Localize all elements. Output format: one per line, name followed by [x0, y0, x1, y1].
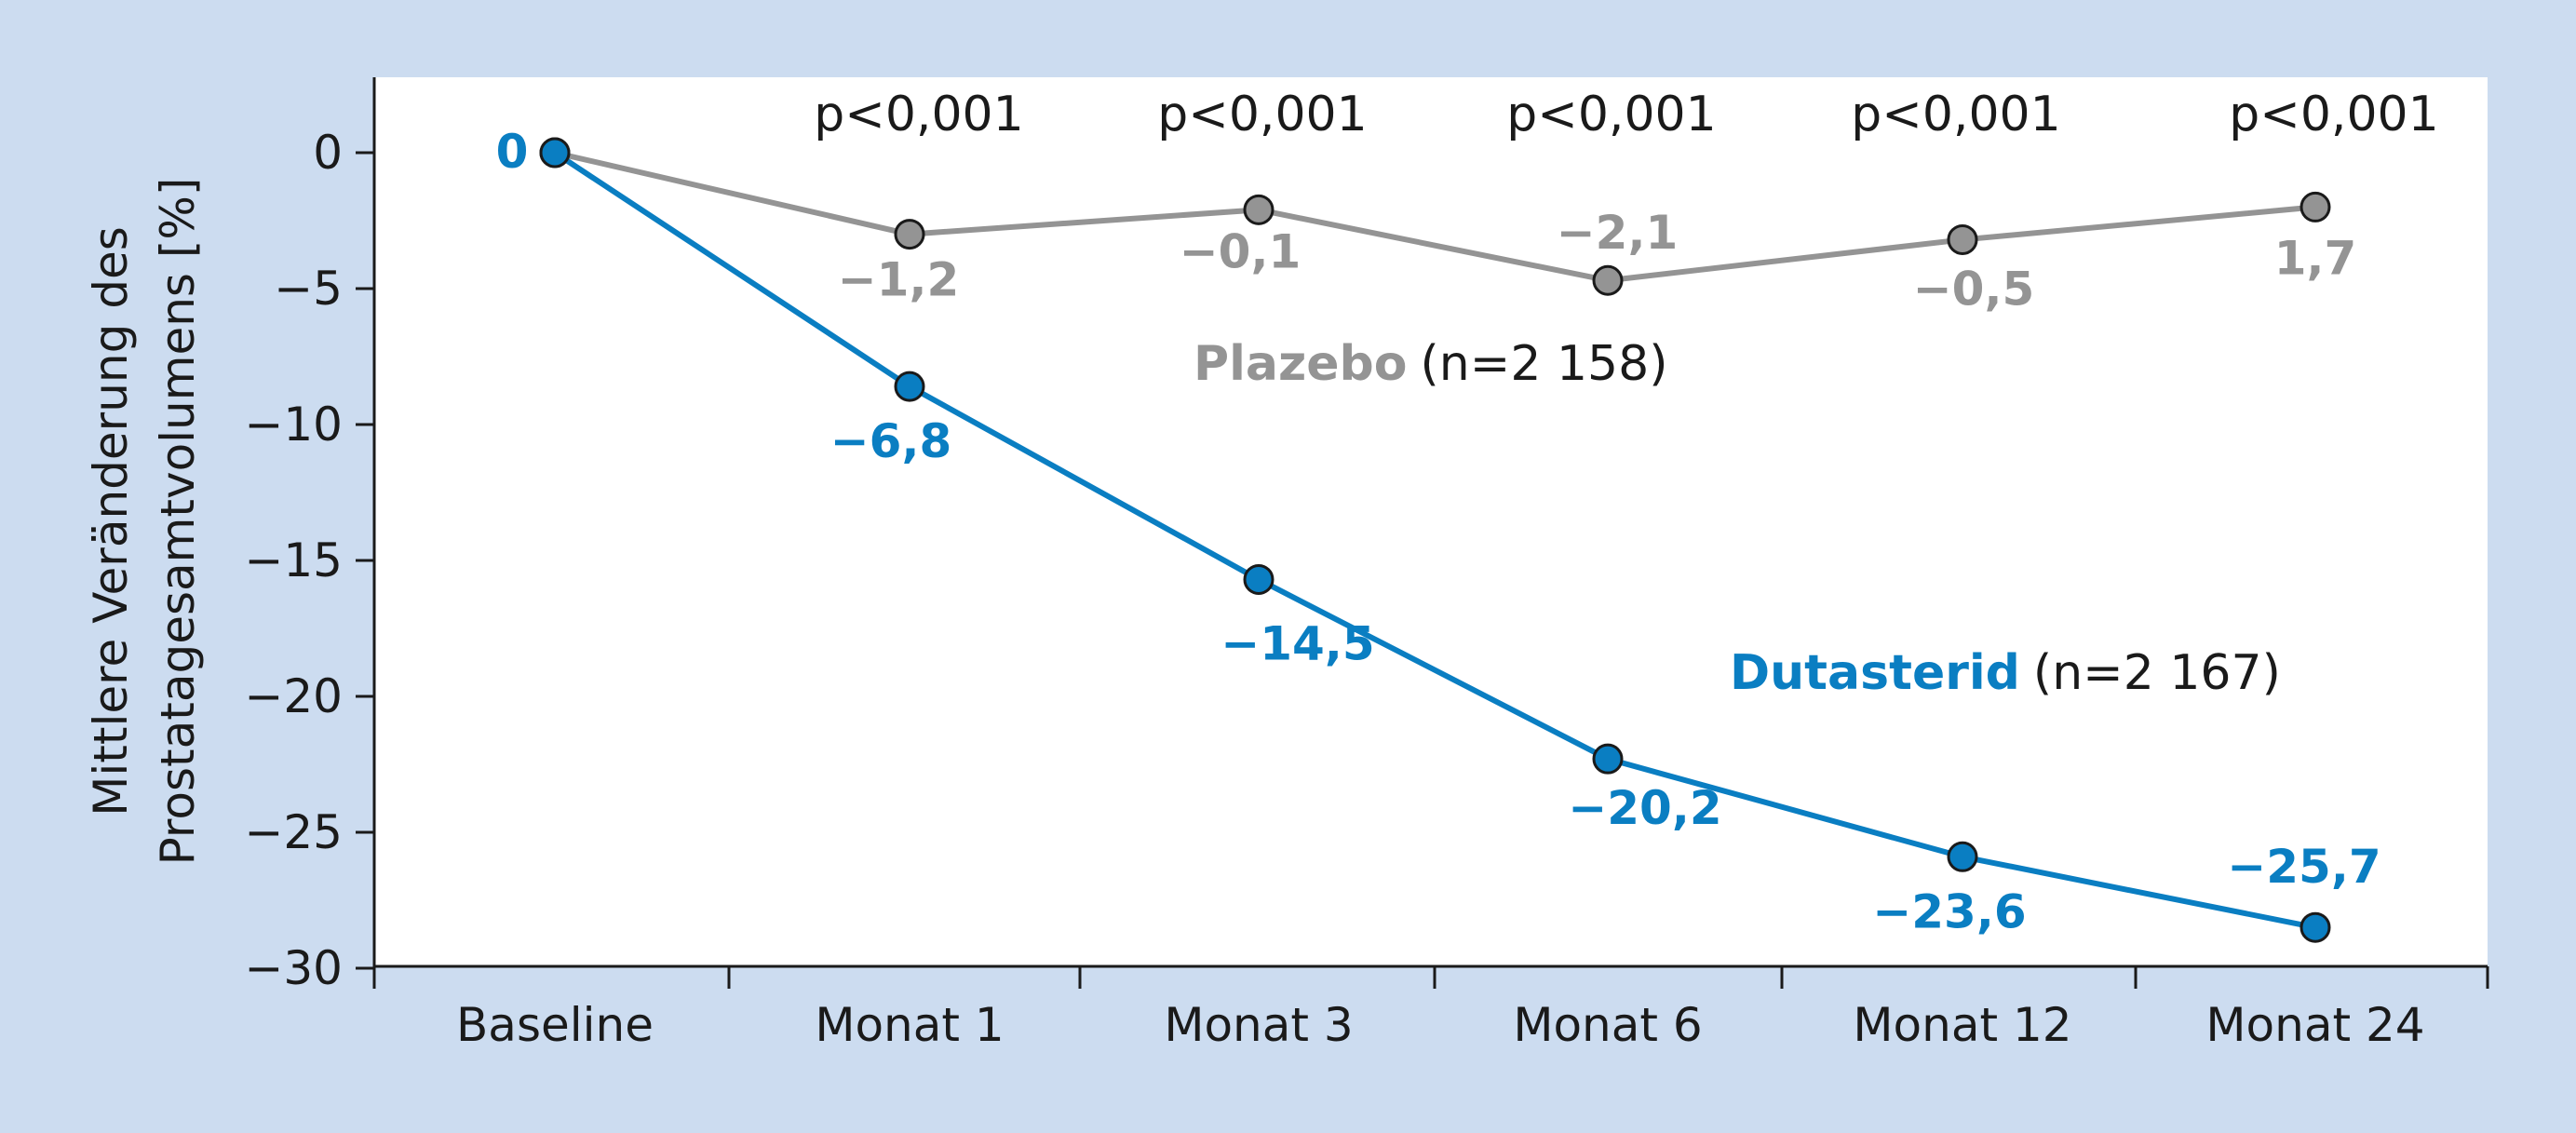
data-point-dutasterid	[2300, 911, 2331, 943]
data-point-plazebo	[1243, 194, 1275, 225]
x-tick-label: Monat 3	[1164, 998, 1353, 1052]
data-point-dutasterid	[1592, 743, 1624, 775]
data-point-dutasterid	[539, 137, 571, 169]
series-plazebo: −1,2 −0,1 −2,1 −0,5 1,7	[539, 137, 2357, 316]
legend-dutasterid-name: Dutasterid	[1730, 645, 2020, 701]
x-tick-label: Monat 24	[2205, 998, 2424, 1052]
legend-plazebo-n: (n=2 158)	[1421, 336, 1668, 392]
legend-plazebo: Plazebo (n=2 158)	[1194, 336, 1667, 392]
p-values: p<0,001 p<0,001 p<0,001 p<0,001 p<0,001	[814, 87, 2438, 142]
data-point-dutasterid	[894, 371, 925, 402]
p-value-label: p<0,001	[814, 87, 1023, 142]
series-dutasterid: 0 −6,8 −14,5 −20,2 −23,6 −25,7	[496, 125, 2381, 943]
x-tick-label: Baseline	[456, 998, 654, 1052]
p-value-label: p<0,001	[2229, 87, 2438, 142]
legend-dutasterid: Dutasterid (n=2 167)	[1730, 645, 2281, 701]
y-tick-label: 0	[313, 126, 343, 180]
y-tick-label: −20	[244, 669, 343, 723]
data-label-dutasterid: −23,6	[1872, 884, 2026, 938]
legend-dutasterid-n: (n=2 167)	[2033, 645, 2281, 701]
y-tick-label: −30	[244, 941, 343, 995]
x-tick-label: Monat 1	[815, 998, 1004, 1052]
legend-plazebo-name: Plazebo	[1194, 336, 1408, 392]
data-point-plazebo	[2300, 191, 2331, 223]
y-axis-label-line2: Prostatagesamtvolumens [%]	[151, 178, 205, 866]
x-ticks: Baseline Monat 1 Monat 3 Monat 6 Monat 12 Mon…	[372, 966, 2489, 1052]
data-point-plazebo	[1947, 223, 1978, 255]
data-label-plazebo: −2,1	[1557, 206, 1678, 260]
p-value-label: p<0,001	[1157, 87, 1367, 142]
y-tick-label: −25	[244, 805, 343, 859]
p-value-label: p<0,001	[1851, 87, 2060, 142]
y-axis-label-line1: Mittlere Veränderung des	[84, 226, 138, 816]
series-line-plazebo	[554, 150, 2316, 284]
x-tick-label: Monat 12	[1853, 998, 2071, 1052]
y-ticks: 0 −5 −10 −15 −20 −25 −30	[244, 126, 374, 995]
data-point-plazebo	[894, 219, 925, 250]
data-label-dutasterid: −6,8	[830, 414, 951, 468]
data-label-plazebo: −1,2	[838, 253, 959, 307]
data-label-dutasterid: −14,5	[1221, 616, 1374, 670]
data-label-plazebo: 1,7	[2274, 231, 2357, 285]
data-label-plazebo: −0,1	[1180, 224, 1301, 278]
data-point-plazebo	[1592, 264, 1624, 296]
y-tick-label: −10	[244, 398, 343, 452]
data-label-dutasterid: 0	[496, 125, 529, 179]
data-label-dutasterid: −25,7	[2227, 840, 2380, 894]
series-line-dutasterid	[553, 150, 2316, 931]
p-value-label: p<0,001	[1506, 87, 1716, 142]
x-tick-label: Monat 6	[1513, 998, 1702, 1052]
data-label-dutasterid: −20,2	[1568, 781, 1721, 835]
data-point-dutasterid	[1947, 841, 1978, 872]
y-tick-label: −15	[244, 533, 343, 587]
y-tick-label: −5	[274, 262, 343, 316]
data-point-dutasterid	[1243, 563, 1275, 595]
y-axis-label: Mittlere Veränderung des Prostatagesamtv…	[84, 178, 205, 866]
plot-area	[374, 77, 2488, 966]
data-label-plazebo: −0,5	[1913, 262, 2034, 316]
